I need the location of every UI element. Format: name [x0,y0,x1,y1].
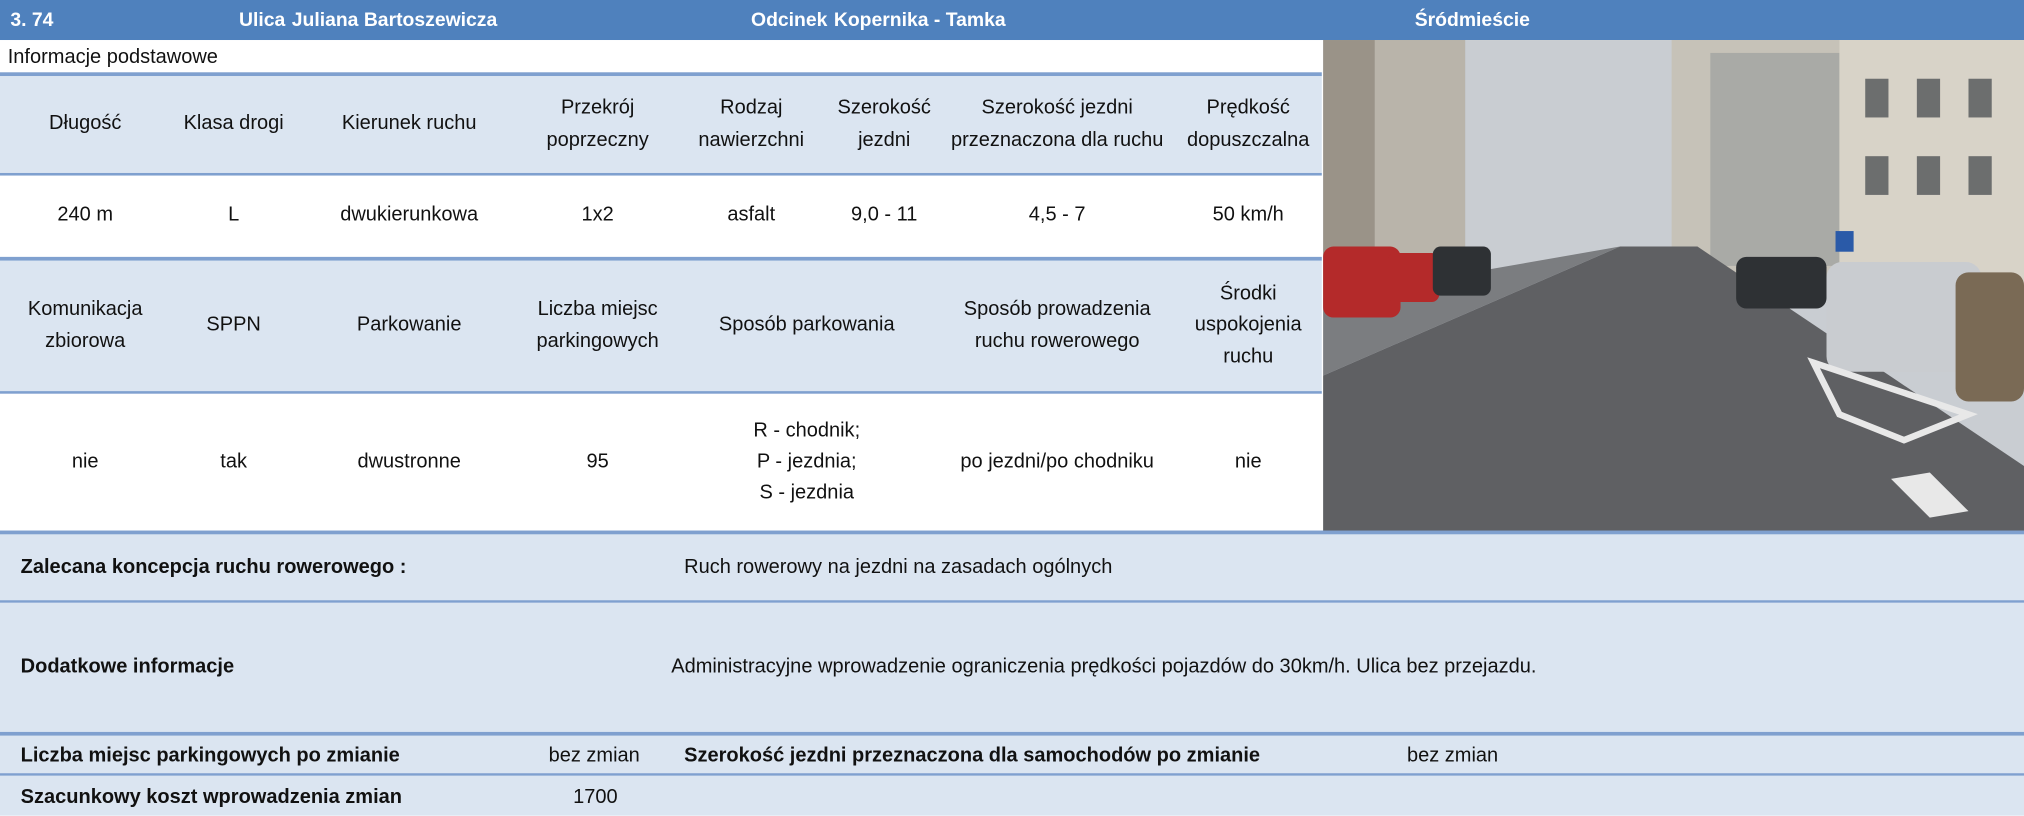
column-header: Przekrój poprzeczny [546,97,649,151]
cell-value: nie [71,450,99,473]
rule [0,731,2024,736]
cell-value: 4,5 - 7 [1028,204,1086,227]
rule [0,172,1322,176]
table2-header: Komunikacja zbiorowa SPPN Parkowanie Liczba… [0,260,1322,392]
rule [0,600,2024,603]
column-header: Prędkość dopuszczalna [1187,97,1310,151]
cell-value: L [228,204,240,227]
column-header: Sposób prowadzenia ruchu rowerowego [963,298,1151,352]
column-header: Liczba miejsc parkingowych [536,298,659,352]
recommended-value: Ruch rowerowy na jezdni na zasadach ogól… [684,556,1113,579]
table1-header: Długość Klasa drogi Kierunek ruchu Przekrój… [0,76,1322,173]
section-title: Informacje podstawowe [7,46,218,69]
column-header: Środki uspokojenia ruchu [1194,283,1302,368]
recommended-row [0,534,2024,601]
cell-value: 50 km/h [1212,204,1284,227]
cost-label: Szacunkowy koszt wprowadzenia zmian [20,786,403,809]
cell-value: 9,0 - 11 [851,204,918,227]
additional-row [0,602,2024,732]
width-after-label: Szerokość jezdni przeznaczona dla samoch… [684,744,1261,767]
cell-value: 240 m [57,204,114,227]
number: 3. 74 [10,9,54,31]
header-bar: 3. 74 Ulica Juliana Bartoszewicza Odcine… [0,0,2024,41]
after-row [0,735,2024,774]
rule [0,391,1322,394]
cell-value: tak [220,450,247,473]
cell-value: 95 [586,450,609,473]
width-after-value: bez zmian [1406,744,1499,767]
cell-value: asfalt [727,204,776,227]
rule [0,72,1322,77]
street-photo [1323,40,2024,532]
column-header: SPPN [206,314,261,337]
cell-value: dwustronne [357,450,461,473]
column-header: Długość [49,112,122,135]
district: Śródmieście [1414,9,1530,31]
street-label: Ulica [238,9,286,31]
street: Juliana Bartoszewicza [291,9,498,31]
rule [0,530,2024,535]
parking-after-value: bez zmian [548,744,640,767]
column-header: Rodzaj nawierzchni [698,97,805,151]
table2-values: nie tak dwustronne 95 R - chodnik; P - jezdn… [0,394,1322,531]
cell-value: dwukierunkowa [340,204,479,227]
column-header: Klasa drogi [183,112,284,135]
cost-row [0,775,2024,816]
additional-value: Administracyjne wprowadzenie ograniczeni… [671,655,1537,678]
column-header: Parkowanie [356,314,462,337]
column-header: Szerokość jezdni [837,97,931,151]
cost-value: 1700 [573,786,618,809]
column-header: Komunikacja zbiorowa [27,298,143,352]
column-header: Sposób parkowania [718,314,895,337]
additional-label: Dodatkowe informacje [20,655,235,678]
recommended-label: Zalecana koncepcja ruchu rowerowego : [20,556,407,579]
section-label: Odcinek [751,9,828,31]
cell-value: nie [1234,450,1262,473]
column-header: Szerokość jezdni przeznaczona dla ruchu [950,97,1164,151]
rule [0,256,1322,261]
parking-after-label: Liczba miejsc parkingowych po zmianie [20,744,400,767]
column-header: Kierunek ruchu [341,112,477,135]
cell-value: R - chodnik; P - jezdnia; S - jezdnia [753,419,861,504]
rule [0,773,2024,776]
section: Kopernika - Tamka [833,9,1006,31]
cell-value: 1x2 [581,204,614,227]
cell-value: po jezdni/po chodniku [960,450,1154,473]
